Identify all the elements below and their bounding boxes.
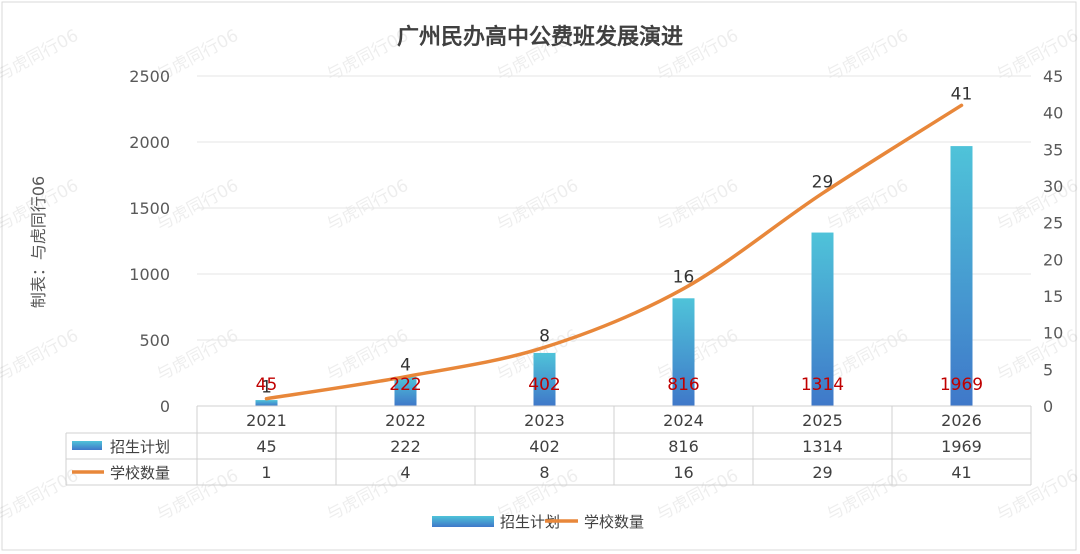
bar-series xyxy=(255,146,973,407)
y-left-tick-label: 500 xyxy=(139,331,170,350)
bar xyxy=(811,232,834,406)
legend: 招生计划 学校数量 xyxy=(432,513,644,531)
y-right-tick-label: 15 xyxy=(1043,287,1063,306)
y-right-tick-label: 5 xyxy=(1043,360,1053,379)
table-cell: 816 xyxy=(668,437,699,456)
bar-data-label: 402 xyxy=(528,375,560,395)
legend-label: 学校数量 xyxy=(584,513,644,531)
y-right-tick-label: 20 xyxy=(1043,250,1063,269)
legend-key-bar xyxy=(432,516,494,527)
table-cell: 1969 xyxy=(941,437,982,456)
line-data-label: 41 xyxy=(951,84,973,104)
table-cell: 8 xyxy=(539,463,549,482)
y-right-tick-label: 0 xyxy=(1043,397,1053,416)
y-right-tick-label: 35 xyxy=(1043,140,1063,159)
table-cell: 29 xyxy=(812,463,832,482)
y-left-tick-labels: 0 500 1000 1500 2000 2500 xyxy=(129,67,170,416)
y-right-tick-label: 25 xyxy=(1043,214,1063,233)
table-cell: 222 xyxy=(390,437,421,456)
table-cell: 402 xyxy=(529,437,560,456)
bar-data-label: 222 xyxy=(389,375,421,395)
y-right-tick-label: 30 xyxy=(1043,177,1063,196)
line-data-label: 8 xyxy=(539,326,550,346)
table-cell: 1 xyxy=(261,463,271,482)
y-axis-label: 制表：与虎同行06 xyxy=(29,176,48,308)
x-tick-label: 2026 xyxy=(941,411,982,430)
x-tick-label: 2025 xyxy=(802,411,843,430)
y-left-tick-label: 1000 xyxy=(129,265,170,284)
y-left-tick-label: 2000 xyxy=(129,133,170,152)
bar xyxy=(255,400,278,406)
table-cell: 4 xyxy=(400,463,410,482)
table-cell: 16 xyxy=(673,463,693,482)
chart-title: 广州民办高中公费班发展演进 xyxy=(397,24,683,50)
table-key-bar xyxy=(72,441,102,450)
y-right-tick-label: 45 xyxy=(1043,67,1063,86)
bar xyxy=(672,298,695,406)
line-data-label: 16 xyxy=(673,268,695,288)
y-left-tick-label: 2500 xyxy=(129,67,170,86)
bar-data-label: 1314 xyxy=(801,375,844,395)
x-tick-label: 2023 xyxy=(524,411,565,430)
y-right-tick-label: 10 xyxy=(1043,324,1063,343)
x-tick-label: 2022 xyxy=(385,411,426,430)
table-cell: 1314 xyxy=(802,437,843,456)
line-data-label: 4 xyxy=(400,356,411,376)
x-tick-label: 2024 xyxy=(663,411,704,430)
y-right-tick-label: 40 xyxy=(1043,104,1063,123)
legend-label: 招生计划 xyxy=(500,513,560,531)
table-cell: 41 xyxy=(951,463,971,482)
y-left-tick-label: 0 xyxy=(160,397,170,416)
y-right-tick-labels: 0 5 10 15 20 25 30 35 40 45 xyxy=(1043,67,1063,416)
line-path xyxy=(264,103,964,401)
table-cell: 45 xyxy=(256,437,276,456)
x-tick-label: 2021 xyxy=(246,411,287,430)
table-row-label: 招生计划 xyxy=(110,438,170,456)
bar xyxy=(950,146,973,407)
bar xyxy=(394,376,417,406)
line-data-label: 29 xyxy=(812,172,834,192)
bar-data-label: 816 xyxy=(667,375,699,395)
line-series xyxy=(264,103,964,401)
y-left-tick-label: 1500 xyxy=(129,199,170,218)
table-row-label: 学校数量 xyxy=(110,464,170,482)
bar-data-label: 45 xyxy=(256,375,278,395)
bar xyxy=(533,352,556,406)
line-data-label: 1 xyxy=(261,378,272,398)
bar-data-label: 1969 xyxy=(940,375,983,395)
